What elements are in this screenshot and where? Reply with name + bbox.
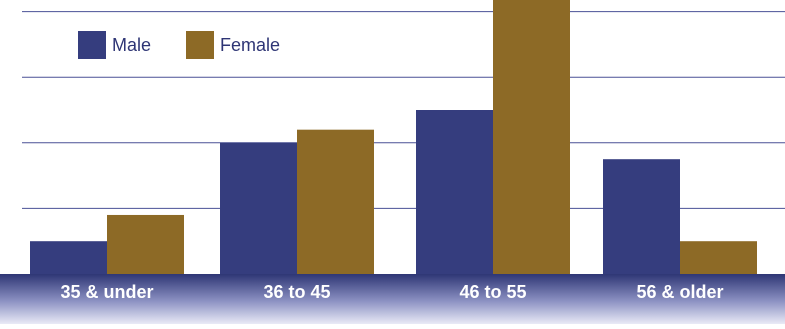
bar-female-0 (107, 214, 184, 274)
legend-swatch-male (78, 31, 106, 59)
bar-female-1 (297, 129, 374, 274)
category-axis-band (0, 274, 785, 324)
bar-female-3 (680, 241, 757, 274)
bar-male-2 (416, 110, 493, 274)
bar-male-3 (603, 159, 680, 274)
bar-male-0 (30, 241, 107, 274)
category-label: 56 & older (636, 282, 723, 302)
category-labels: 35 & under 36 to 45 46 to 55 56 & older (60, 282, 723, 302)
category-label: 35 & under (60, 282, 153, 302)
legend-label-male: Male (112, 35, 151, 55)
legend: Male Female (78, 31, 280, 59)
legend-label-female: Female (220, 35, 280, 55)
bar-female-2 (493, 0, 570, 275)
category-label: 36 to 45 (263, 282, 330, 302)
bars (30, 0, 757, 275)
category-label: 46 to 55 (459, 282, 526, 302)
legend-swatch-female (186, 31, 214, 59)
bar-male-1 (220, 142, 297, 274)
